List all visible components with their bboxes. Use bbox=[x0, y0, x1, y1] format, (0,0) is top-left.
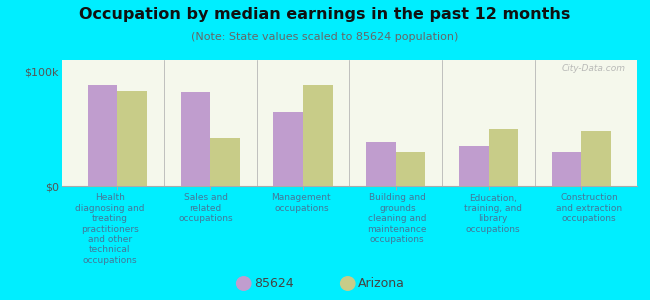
Bar bbox=[366, 142, 396, 186]
Text: Management
occupations: Management occupations bbox=[272, 194, 332, 213]
Bar bbox=[88, 85, 118, 186]
Text: Health
diagnosing and
treating
practitioners
and other
technical
occupations: Health diagnosing and treating practitio… bbox=[75, 194, 144, 265]
Bar bbox=[489, 129, 518, 186]
Text: Arizona: Arizona bbox=[358, 277, 405, 290]
Text: Building and
grounds
cleaning and
maintenance
occupations: Building and grounds cleaning and mainte… bbox=[367, 194, 427, 244]
Bar bbox=[210, 138, 240, 186]
Bar bbox=[181, 92, 210, 186]
Text: City-Data.com: City-Data.com bbox=[562, 64, 625, 73]
Text: Construction
and extraction
occupations: Construction and extraction occupations bbox=[556, 194, 622, 223]
Text: Sales and
related
occupations: Sales and related occupations bbox=[178, 194, 233, 223]
Text: (Note: State values scaled to 85624 population): (Note: State values scaled to 85624 popu… bbox=[191, 32, 459, 41]
Bar bbox=[303, 85, 333, 186]
Bar bbox=[581, 131, 611, 186]
Text: Occupation by median earnings in the past 12 months: Occupation by median earnings in the pas… bbox=[79, 8, 571, 22]
Bar bbox=[118, 91, 147, 186]
Bar bbox=[459, 146, 489, 186]
Bar bbox=[273, 112, 303, 186]
Text: Education,
training, and
library
occupations: Education, training, and library occupat… bbox=[464, 194, 522, 234]
Text: 85624: 85624 bbox=[254, 277, 294, 290]
Bar bbox=[552, 152, 581, 186]
Bar bbox=[396, 152, 426, 186]
